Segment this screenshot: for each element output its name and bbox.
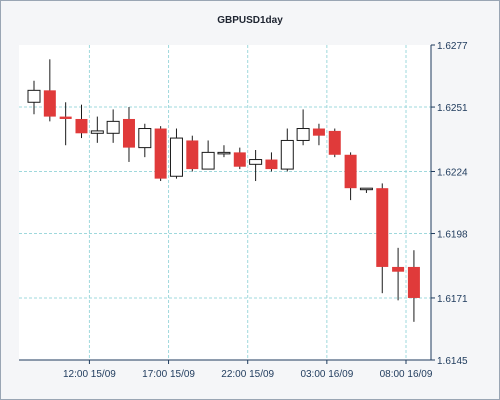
candle-body-up — [169, 137, 183, 177]
candle — [265, 152, 278, 172]
candle-body-down — [328, 130, 341, 155]
candle — [280, 128, 294, 172]
candle — [344, 152, 357, 201]
candle-body-down — [59, 116, 72, 119]
grid — [19, 45, 431, 360]
candle — [296, 109, 310, 146]
candle — [376, 183, 389, 294]
candle — [90, 116, 104, 143]
candle — [59, 102, 72, 146]
x-tick-label: 12:00 15/09 — [63, 369, 116, 380]
candle-body-down — [392, 266, 405, 272]
candle-body-down — [233, 152, 246, 167]
candle-body-up — [359, 187, 373, 191]
candle — [359, 187, 373, 193]
candle-body-up — [296, 128, 310, 141]
chart-title: GBPUSD1day — [217, 15, 283, 26]
candle — [407, 250, 420, 322]
candle-body-down — [122, 118, 135, 148]
y-tick-label: 1.6224 — [437, 167, 468, 178]
candle-body-up — [249, 159, 263, 165]
candle-body-down — [186, 140, 199, 170]
candle — [233, 147, 246, 170]
candle-body-down — [75, 118, 88, 134]
candle-body-down — [265, 159, 278, 170]
candle — [328, 128, 341, 158]
candle-body-up — [217, 151, 231, 155]
candle — [186, 135, 199, 172]
candle — [392, 247, 405, 301]
candle — [217, 145, 231, 158]
candle — [312, 123, 325, 146]
candle — [27, 80, 41, 115]
candle-body-up — [138, 128, 152, 149]
candle-body-up — [280, 139, 294, 170]
axes: 1.6277 1.6251 1.6224 1.6198 1.6171 1.6145 12:0… — [19, 41, 468, 380]
candle-body-up — [201, 151, 215, 170]
candle — [43, 59, 56, 122]
candle — [75, 104, 88, 139]
y-tick-label: 1.6277 — [437, 41, 468, 52]
candle-body-down — [154, 128, 167, 179]
x-tick-label: 08:00 16/09 — [380, 369, 433, 380]
candles — [27, 59, 420, 322]
y-tick-label: 1.6198 — [437, 230, 468, 241]
candle — [106, 109, 120, 143]
candle — [154, 126, 167, 182]
candle-body-down — [376, 188, 389, 267]
candle — [122, 107, 135, 162]
candle-body-up — [27, 89, 41, 103]
candle-body-up — [106, 120, 120, 134]
plot-area — [19, 45, 431, 360]
x-tick-label: 22:00 15/09 — [221, 369, 274, 380]
candle — [169, 128, 183, 179]
candle-body-down — [312, 128, 325, 136]
candle — [201, 140, 215, 170]
candle-body-down — [407, 266, 420, 298]
x-tick-label: 03:00 16/09 — [300, 369, 353, 380]
candle — [249, 150, 263, 182]
candle-body-down — [43, 90, 56, 117]
y-tick-label: 1.6251 — [437, 103, 468, 114]
candle-body-down — [344, 154, 357, 189]
candle — [138, 123, 152, 158]
y-tick-label: 1.6171 — [437, 294, 468, 305]
y-tick-label: 1.6145 — [437, 356, 468, 367]
x-tick-label: 17:00 15/09 — [142, 369, 195, 380]
candle-body-up — [90, 130, 104, 134]
